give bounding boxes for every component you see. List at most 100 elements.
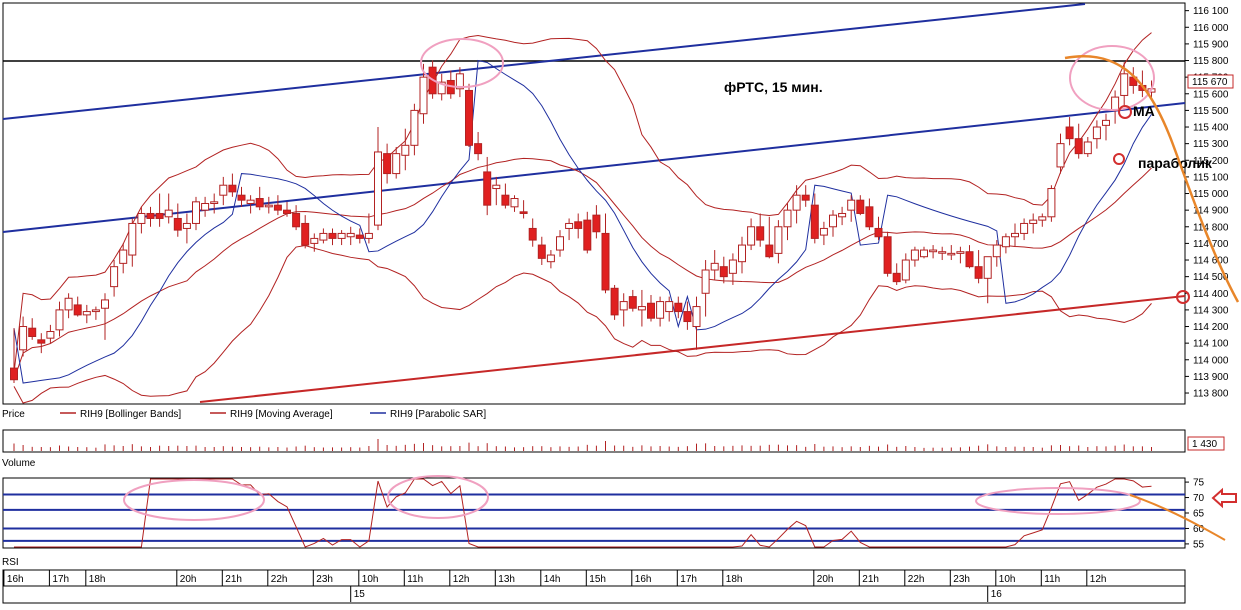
candle-body xyxy=(692,306,701,328)
last-price-label: 115 670 xyxy=(1192,77,1228,88)
candle-body xyxy=(46,331,55,339)
rsi-arrow-icon xyxy=(1211,487,1237,509)
candle-body xyxy=(1056,143,1065,168)
time-label: 11h xyxy=(1044,574,1060,585)
candle-body xyxy=(73,304,82,316)
candle-body xyxy=(383,153,392,175)
candle-body xyxy=(1029,219,1038,224)
candle-body xyxy=(710,262,719,271)
candle-body xyxy=(583,219,592,251)
candle-body xyxy=(264,204,273,208)
candle-body xyxy=(647,302,655,319)
candle-body xyxy=(801,194,810,201)
candle-body xyxy=(437,81,446,95)
rsi-forecast-line xyxy=(1129,494,1226,541)
time-label: 22h xyxy=(271,574,288,585)
candle-body xyxy=(947,252,956,256)
candle-body xyxy=(1120,73,1129,96)
candle-body xyxy=(674,302,683,313)
candle-body xyxy=(892,272,901,283)
candle-body xyxy=(337,232,346,239)
candle-body xyxy=(865,206,874,228)
volume-last-value: 1 430 xyxy=(1192,439,1217,450)
candle-body xyxy=(701,269,710,294)
time-label: 11h xyxy=(407,574,423,585)
candle-body xyxy=(474,143,483,155)
candle-body xyxy=(392,153,401,175)
candle-body xyxy=(665,301,674,313)
forecast-arrow xyxy=(1064,55,1240,303)
candle-body xyxy=(1065,126,1074,140)
candle-body xyxy=(519,211,528,214)
price-tick-label: 114 100 xyxy=(1193,339,1229,350)
price-tick-label: 113 800 xyxy=(1193,389,1229,400)
rsi-tick-label: 70 xyxy=(1193,493,1205,504)
candle-body xyxy=(483,171,492,206)
volume-label: Volume xyxy=(2,458,36,469)
candle-body xyxy=(829,214,837,228)
candle-body xyxy=(792,194,801,211)
rsi-tick-label: 60 xyxy=(1193,524,1205,535)
candle-body xyxy=(91,309,100,313)
legend-entry: RIH9 [Moving Average] xyxy=(230,409,333,420)
candle-body xyxy=(19,326,28,351)
candle-body xyxy=(983,256,992,279)
candle-body xyxy=(628,296,637,309)
candle-body xyxy=(237,194,246,201)
rsi-tick-label: 65 xyxy=(1193,509,1205,520)
candle-body xyxy=(228,184,237,193)
candle-body xyxy=(292,212,301,228)
candle-body xyxy=(173,217,182,231)
candle-body xyxy=(55,309,64,331)
candle-body xyxy=(64,297,73,311)
price-tick-label: 115 800 xyxy=(1193,56,1229,67)
time-label: 21h xyxy=(862,574,879,585)
price-tick-label: 116 000 xyxy=(1193,23,1229,34)
candle-body xyxy=(965,251,974,268)
candle-body xyxy=(28,327,37,337)
candle-body xyxy=(82,311,91,316)
candle-body xyxy=(101,299,109,309)
candle-body xyxy=(537,244,546,259)
candle-body xyxy=(201,203,210,211)
candle-body xyxy=(119,249,128,264)
price-panel-frame xyxy=(2,2,1186,405)
candle-body xyxy=(956,251,965,254)
candle-body xyxy=(355,234,364,239)
candle-body xyxy=(838,212,847,218)
rsi-tick-label: 55 xyxy=(1193,539,1205,550)
candle-body xyxy=(510,198,519,208)
candle-body xyxy=(1001,236,1010,248)
legend-entry: RIH9 [Bollinger Bands] xyxy=(80,409,181,420)
price-tick-label: 115 900 xyxy=(1193,39,1229,50)
rsi-tick-label: 75 xyxy=(1193,478,1205,489)
candle-body xyxy=(556,236,564,251)
candle-body xyxy=(610,287,619,316)
time-label: 10h xyxy=(362,574,379,585)
candle-body xyxy=(819,227,828,236)
candle-body xyxy=(155,212,164,219)
candle-body xyxy=(1102,119,1110,126)
candle-body xyxy=(401,144,410,156)
time-label: 20h xyxy=(180,574,197,585)
candle-body xyxy=(974,266,983,279)
time-label: 18h xyxy=(89,574,106,585)
candle-body xyxy=(747,226,756,246)
candle-body xyxy=(592,214,601,233)
candle-body xyxy=(1038,216,1047,221)
price-tick-label: 114 200 xyxy=(1193,322,1229,333)
psar-marker xyxy=(1113,153,1125,165)
bollinger-upper-band xyxy=(13,32,1152,374)
time-label: 17h xyxy=(52,574,69,585)
candle-body xyxy=(492,184,501,190)
candle-body xyxy=(210,201,219,204)
time-label: 12h xyxy=(1090,574,1107,585)
candle-body xyxy=(137,212,146,224)
day-label: 15 xyxy=(354,589,366,600)
time-label: 20h xyxy=(817,574,834,585)
price-tick-label: 115 300 xyxy=(1193,139,1229,150)
channel-marker xyxy=(1176,290,1190,304)
last-price-badge xyxy=(1187,74,1234,89)
candle-body xyxy=(783,209,792,228)
parabolic-sar-line xyxy=(13,59,1152,384)
